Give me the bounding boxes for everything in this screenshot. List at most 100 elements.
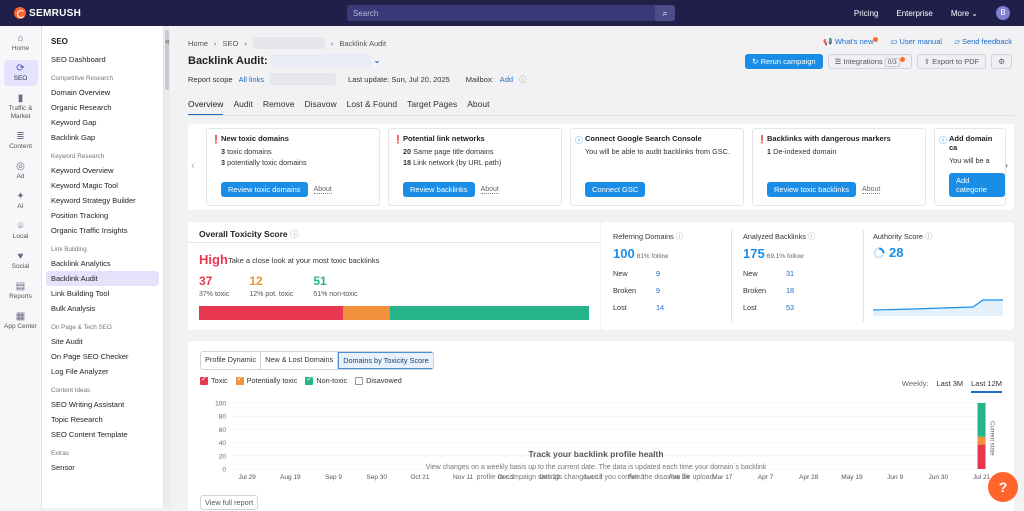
carousel-prev-icon[interactable]: ‹: [191, 160, 195, 172]
info-icon[interactable]: ⓘ: [290, 229, 299, 239]
checkbox-icon[interactable]: [235, 375, 244, 386]
sidebar-item-keyword-magic-tool[interactable]: Keyword Magic Tool: [51, 181, 118, 190]
user-manual-link[interactable]: ▭ User manual: [890, 37, 943, 46]
iconbar-content[interactable]: ≣ Content: [4, 128, 38, 154]
authority-score-value[interactable]: 28: [889, 245, 904, 260]
enterprise-link[interactable]: Enterprise: [896, 8, 933, 18]
bar-toxic[interactable]: [977, 444, 986, 469]
about-link[interactable]: About: [480, 185, 499, 194]
tab-target-pages[interactable]: Target Pages: [407, 99, 458, 109]
legend-toxic[interactable]: Toxic: [200, 375, 228, 386]
tab-disavow[interactable]: Disavow: [304, 99, 337, 109]
sidebar-item-backlink-gap[interactable]: Backlink Gap: [51, 133, 96, 142]
review-backlinks-button[interactable]: Review backlinks: [403, 182, 475, 197]
sidebar-item-bulk-analysis[interactable]: Bulk Analysis: [51, 304, 96, 313]
legend-potentially-toxic[interactable]: Potentially toxic: [235, 375, 297, 386]
sidebar-item-domain-overview[interactable]: Domain Overview: [51, 88, 111, 97]
sidebar-item-backlink-audit[interactable]: Backlink Audit: [46, 271, 159, 286]
last-3m-button[interactable]: Last 3M: [936, 379, 964, 388]
sidebar-item-site-audit[interactable]: Site Audit: [51, 337, 83, 346]
iconbar-local[interactable]: ⌾ Local: [4, 218, 38, 244]
more-menu[interactable]: More ⌄: [950, 8, 978, 18]
analyzed-new-value[interactable]: 31: [786, 269, 795, 278]
pricing-link[interactable]: Pricing: [853, 8, 879, 18]
tab-audit[interactable]: Audit: [233, 99, 253, 109]
chart-tab-profile-dynamic[interactable]: Profile Dynamic: [201, 352, 262, 369]
breadcrumb-home[interactable]: Home: [188, 38, 209, 48]
review-toxic-domains-button[interactable]: Review toxic domains: [221, 182, 308, 197]
non-toxic-count[interactable]: 51: [313, 274, 327, 288]
checkbox-icon[interactable]: [355, 377, 364, 386]
ref-lost-value[interactable]: 14: [656, 303, 665, 312]
sidebar-item-keyword-strategy-builder[interactable]: Keyword Strategy Builder: [51, 196, 136, 205]
semrush-logo[interactable]: SEMRUSH: [14, 7, 81, 19]
sidebar-item-seo-dashboard[interactable]: SEO Dashboard: [51, 55, 106, 64]
toxicity-bar-pot[interactable]: [343, 306, 391, 320]
sidebar-item-link-building-tool[interactable]: Link Building Tool: [51, 289, 110, 298]
review-toxic-backlinks-button[interactable]: Review toxic backlinks: [767, 182, 857, 197]
iconbar-reports[interactable]: ▤ Reports: [4, 278, 38, 304]
info-icon[interactable]: ⓘ: [519, 74, 527, 84]
sidebar-item-organic-traffic-insights[interactable]: Organic Traffic Insights: [51, 226, 128, 235]
scrollbar-thumb[interactable]: [165, 30, 169, 90]
ref-broken-value[interactable]: 9: [656, 286, 661, 295]
chart-tab-domains-by-toxicity-score[interactable]: Domains by Toxicity Score: [338, 352, 433, 369]
sidebar-scrollbar[interactable]: [164, 26, 170, 508]
analyzed-lost-value[interactable]: 53: [786, 303, 795, 312]
integrations-button[interactable]: ☰ Integrations 0/3: [827, 54, 912, 69]
sidebar-item-keyword-overview[interactable]: Keyword Overview: [51, 166, 114, 175]
last-12m-button[interactable]: Last 12M: [971, 379, 1002, 393]
iconbar-seo[interactable]: ⟳ SEO: [3, 60, 38, 86]
tab-lost-found[interactable]: Lost & Found: [346, 99, 398, 109]
info-icon[interactable]: ⓘ: [807, 232, 816, 241]
rerun-campaign-button[interactable]: ↻ Rerun campaign: [745, 54, 823, 69]
referring-domains-value[interactable]: 100: [613, 246, 635, 261]
all-links-dropdown[interactable]: All links: [238, 74, 265, 84]
avatar[interactable]: B: [996, 6, 1010, 20]
legend-disavowed[interactable]: Disavowed: [355, 376, 402, 386]
whats-new-link[interactable]: 📢 What's new: [823, 37, 879, 46]
toxic-count[interactable]: 37: [199, 274, 213, 288]
help-button[interactable]: ?: [988, 472, 1018, 502]
info-icon[interactable]: ⓘ: [675, 232, 684, 241]
iconbar-ad[interactable]: ◎ Ad: [4, 158, 38, 184]
settings-gear-icon[interactable]: ⚙: [991, 54, 1012, 69]
analyzed-broken-value[interactable]: 18: [786, 286, 795, 295]
analyzed-backlinks-value[interactable]: 175: [743, 246, 765, 261]
iconbar-app-center[interactable]: ▦ App Center: [4, 311, 37, 330]
add-categorie-button[interactable]: Add categorie: [949, 173, 1005, 197]
carousel-next-icon[interactable]: ›: [1004, 160, 1008, 172]
bar-non-toxic[interactable]: [977, 403, 986, 437]
ref-new-value[interactable]: 9: [656, 269, 661, 278]
iconbar-home[interactable]: ⌂ Home: [4, 30, 38, 56]
breadcrumb-project-redacted[interactable]: [252, 37, 325, 49]
chart-tab-new-lost-domains[interactable]: New & Lost Domains: [261, 352, 339, 369]
export-pdf-button[interactable]: ⇪ Export to PDF: [916, 54, 987, 69]
checkbox-icon[interactable]: [200, 375, 208, 386]
iconbar-ai[interactable]: ✦ AI: [4, 188, 38, 214]
sidebar-item-organic-research[interactable]: Organic Research: [51, 103, 112, 112]
iconbar-traffic-market[interactable]: ▮ Traffic & Market: [4, 90, 38, 124]
bar-potentially-toxic[interactable]: [977, 436, 986, 445]
sidebar-item-log-file-analyzer[interactable]: Log File Analyzer: [51, 367, 109, 376]
sidebar-item-keyword-gap[interactable]: Keyword Gap: [51, 118, 97, 127]
tab-overview[interactable]: Overview: [188, 99, 224, 116]
iconbar-social[interactable]: ♥ Social: [4, 248, 38, 274]
send-feedback-link[interactable]: ▱ Send feedback: [954, 37, 1012, 46]
info-icon[interactable]: ⓘ: [924, 232, 933, 241]
sidebar-item-position-tracking[interactable]: Position Tracking: [51, 211, 109, 220]
sidebar-item-seo-writing-assistant[interactable]: SEO Writing Assistant: [51, 400, 125, 409]
breadcrumb-seo[interactable]: SEO: [222, 38, 239, 48]
search-icon[interactable]: ⌕: [655, 5, 675, 21]
sidebar-item-sensor[interactable]: Sensor: [51, 463, 75, 472]
toxicity-bar-non[interactable]: [390, 306, 589, 320]
sidebar-item-seo-content-template[interactable]: SEO Content Template: [51, 430, 128, 439]
collapse-sidebar-icon[interactable]: «: [165, 36, 171, 46]
legend-non-toxic[interactable]: Non-toxic: [305, 375, 347, 386]
sidebar-item-on-page-seo-checker[interactable]: On Page SEO Checker: [51, 352, 129, 361]
search-input[interactable]: Search ⌕: [347, 5, 675, 21]
mailbox-add-link[interactable]: Add: [499, 74, 514, 84]
sidebar-item-backlink-analytics[interactable]: Backlink Analytics: [51, 259, 111, 268]
about-link[interactable]: About: [313, 185, 332, 194]
tab-remove[interactable]: Remove: [262, 99, 295, 109]
